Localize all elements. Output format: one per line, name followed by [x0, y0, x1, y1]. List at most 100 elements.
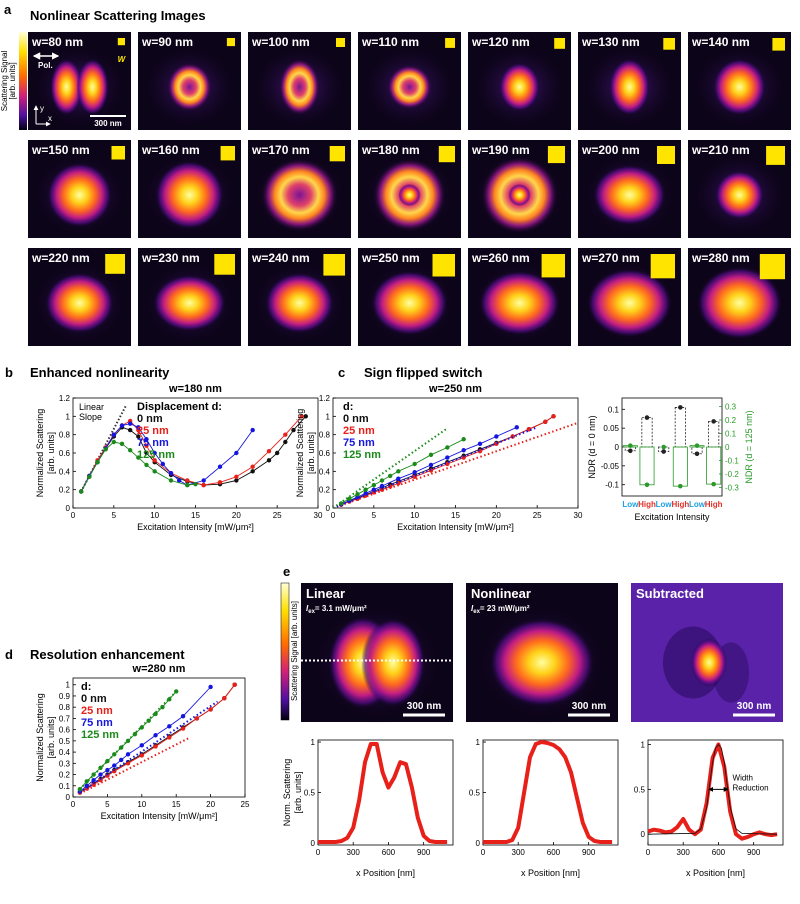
- data-point: [445, 461, 450, 467]
- line-chart: 0 300 600 900 0 0.5 1 x Position [nm] WidthReduc…: [634, 739, 784, 878]
- scattering-image: w=120 nm: [468, 32, 571, 131]
- data-point: [146, 718, 151, 723]
- y2-tick-label: 0.3: [725, 403, 737, 412]
- data-point: [127, 427, 133, 433]
- line-chart: 0 300 600 900 0 0.5 1 x Position [nm]: [469, 738, 619, 878]
- image-spot: [265, 273, 334, 333]
- scattering-image: w=210 nm: [688, 140, 791, 239]
- data-point: [127, 421, 133, 426]
- data-point: [396, 476, 401, 481]
- bar-point: [678, 483, 683, 489]
- data-point: [84, 783, 89, 788]
- bar: [641, 417, 653, 448]
- data-point: [461, 437, 466, 442]
- legend-entry: 75 nm: [137, 437, 169, 449]
- size-square: [432, 254, 455, 277]
- y-axis-label: Normalized Scattering: [295, 409, 305, 498]
- y-tick-label: 0.5: [304, 789, 316, 798]
- x-tick-label: 0: [646, 848, 651, 857]
- y-tick-label: 1: [311, 738, 316, 747]
- image-label: w=210 nm: [691, 143, 750, 157]
- data-point: [118, 757, 124, 763]
- data-point: [78, 489, 84, 494]
- x-tick-label: 900: [417, 848, 431, 857]
- y-tick-label: 1: [66, 412, 71, 421]
- y-tick-label: 0.5: [59, 737, 71, 746]
- data-point: [347, 496, 352, 502]
- data-point: [412, 461, 417, 467]
- legend-title: d:: [343, 401, 353, 413]
- y-tick-label: 0.6: [59, 726, 71, 735]
- data-point: [526, 426, 532, 432]
- panel-label: a: [4, 2, 12, 17]
- data-point: [193, 481, 198, 487]
- x-tick-label: High: [638, 500, 656, 509]
- colorbar-label: Scattering Signal [arb. units]: [290, 601, 299, 701]
- data-point: [136, 434, 141, 439]
- scattering-image: w=250 nm: [358, 248, 461, 347]
- scattering-image: w=100 nm: [248, 32, 351, 131]
- data-point: [152, 469, 157, 474]
- plot-frame: [317, 739, 454, 846]
- pol-label: Pol.: [38, 61, 53, 70]
- x-axis-label: Excitation Intensity [mW/μm²]: [137, 522, 254, 532]
- axis-icon-label: y: [40, 104, 44, 113]
- size-square: [541, 254, 565, 278]
- bar: [639, 446, 655, 486]
- panel-label: c: [338, 365, 345, 380]
- data-point: [180, 713, 186, 719]
- bar-point: [711, 481, 716, 487]
- data-point: [514, 425, 519, 430]
- data-point: [167, 735, 172, 740]
- x-tick-label: 25: [533, 511, 542, 520]
- bar: [706, 446, 722, 485]
- data-point: [98, 772, 103, 777]
- x-axis-label: Excitation Intensity: [634, 512, 710, 522]
- y-axis-label: Normalized Scattering: [35, 409, 45, 498]
- legend-entry: 0 nm: [137, 413, 163, 425]
- y-axis-label: NDR (d = 0 nm): [587, 415, 597, 478]
- bar: [708, 420, 720, 448]
- image-label: w=190 nm: [471, 143, 530, 157]
- image-spot: [371, 271, 448, 335]
- intensity-sub: ex: [473, 609, 480, 615]
- data-point: [119, 441, 125, 447]
- data-point: [303, 414, 308, 419]
- scale-label: 300 nm: [572, 701, 607, 712]
- data-point: [222, 696, 227, 701]
- data-point: [445, 445, 450, 450]
- data-point: [201, 478, 206, 483]
- x-tick-label: 600: [382, 848, 396, 857]
- data-point: [144, 443, 149, 448]
- x-tick-label: 20: [206, 800, 215, 809]
- x-tick-label: 25: [273, 511, 282, 520]
- y-tick-label: 0: [66, 793, 71, 802]
- bar-point: [694, 451, 700, 457]
- y-tick-label: 0: [326, 504, 331, 513]
- panel-label: b: [5, 365, 13, 380]
- image-spot: [479, 271, 560, 335]
- data-point: [201, 482, 206, 488]
- y-axis-label: [arb. units]: [46, 716, 56, 758]
- image-spot: [691, 638, 727, 687]
- y-tick-label: 0.1: [608, 405, 620, 414]
- y2-tick-label: -0.3: [725, 483, 739, 492]
- colorbar: [19, 32, 27, 130]
- data-point: [136, 425, 141, 430]
- scattering-image: Subtracted 300 nm: [631, 583, 783, 722]
- data-point: [167, 697, 172, 702]
- data-point: [160, 704, 165, 710]
- data-point: [168, 478, 174, 483]
- scattering-image: w=110 nm: [358, 32, 461, 131]
- series-line: [80, 416, 307, 492]
- fit-line: [79, 700, 219, 794]
- scattering-image: Nonlinear Iex= 23 mW/μm² 300 nm: [466, 583, 618, 725]
- image-label: w=230 nm: [141, 251, 200, 265]
- colorbar: [280, 582, 290, 721]
- x-tick-label: 20: [232, 511, 241, 520]
- data-point: [445, 455, 450, 460]
- y-tick-label: 1: [66, 681, 71, 690]
- data-point: [355, 492, 360, 497]
- x-tick-label: 10: [150, 511, 159, 520]
